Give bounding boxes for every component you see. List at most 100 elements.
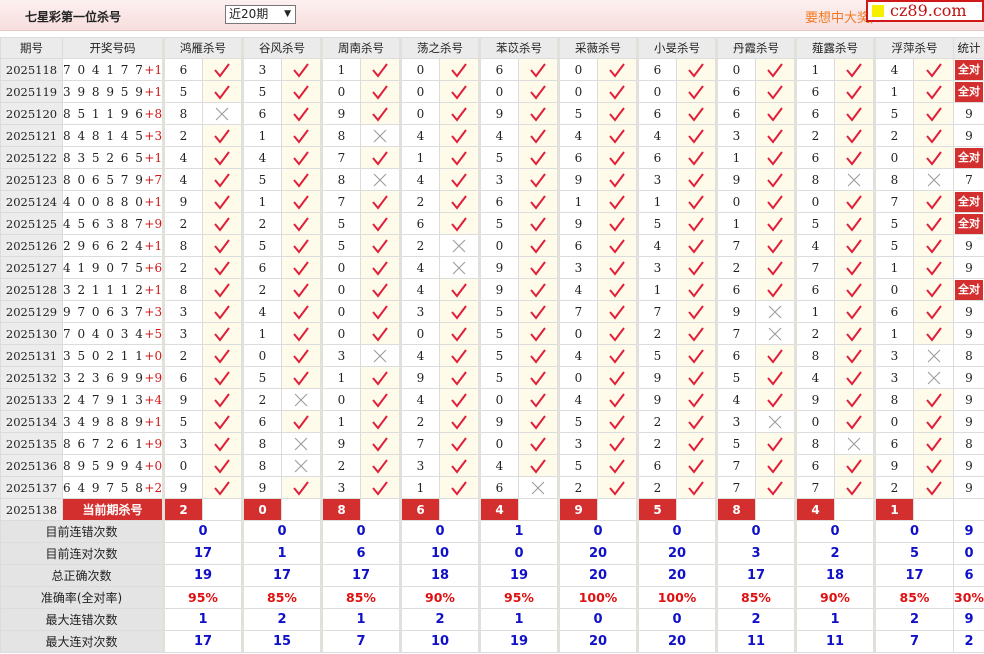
column-header[interactable]: 谷风杀号 — [241, 37, 322, 59]
check-icon — [609, 238, 625, 254]
kill-number-cell: 7 — [794, 476, 835, 499]
cross-icon — [768, 415, 782, 428]
kill-number-cell: 1 — [320, 366, 361, 389]
hit-mark — [202, 168, 243, 191]
kill-number-cell: 3 — [162, 300, 203, 323]
kill-number-cell: 6 — [715, 80, 756, 103]
stats-value: 2 — [873, 608, 954, 631]
table-row: 2025133 2 4 7 9 1 3+4 9 2 0 4 0 4 9 4 9 8 9 — [0, 388, 984, 411]
check-icon — [767, 62, 783, 78]
bonus-number: +6 — [144, 260, 163, 275]
table-header: 期号 开奖号码 鸿雁杀号 谷风杀号 周南杀号 荡之杀号 苯苡杀号 采薇杀号 小旻杀号 丹霞杀号 薤露… — [0, 37, 984, 59]
column-header[interactable]: 苯苡杀号 — [478, 37, 559, 59]
kill-number-cell: 8 — [162, 102, 203, 125]
draw-numbers: 3 4 9 8 8 9 — [63, 414, 145, 429]
miss-mark — [202, 102, 243, 125]
check-icon — [609, 436, 625, 452]
hit-mark — [913, 322, 954, 345]
check-icon — [925, 480, 942, 496]
check-icon — [214, 326, 230, 342]
bonus-number: +12 — [144, 238, 163, 253]
check-icon — [846, 106, 862, 122]
check-icon — [530, 106, 546, 122]
stats-value: 0 — [873, 520, 954, 543]
check-icon — [846, 216, 862, 232]
cross-icon — [215, 107, 229, 120]
column-header[interactable]: 小旻杀号 — [636, 37, 717, 59]
cross-icon — [452, 261, 466, 274]
check-icon — [609, 128, 625, 144]
hit-mark — [755, 102, 796, 125]
column-header[interactable]: 荡之杀号 — [399, 37, 480, 59]
hit-mark — [202, 322, 243, 345]
column-header[interactable]: 周南杀号 — [320, 37, 401, 59]
column-header[interactable]: 薤露杀号 — [794, 37, 875, 59]
draw-numbers-cell: 8 3 5 2 6 5+10 — [62, 146, 164, 169]
kill-number-cell: 1 — [241, 322, 282, 345]
hit-mark — [202, 58, 243, 81]
column-header[interactable]: 浮萍杀号 — [873, 37, 954, 59]
stats-value: 7 — [873, 630, 954, 653]
check-icon — [767, 84, 783, 100]
check-icon — [530, 172, 546, 188]
hit-mark — [834, 476, 875, 499]
check-icon — [688, 304, 704, 320]
site-logo[interactable]: cz89.com — [866, 0, 984, 22]
cross-icon — [847, 173, 861, 186]
row-stat-cell: 8 — [953, 344, 984, 367]
kill-number-cell: 0 — [320, 80, 361, 103]
stats-label: 最大连错次数 — [0, 608, 164, 631]
stats-total: 0 — [953, 542, 984, 565]
period-range-select[interactable]: 近20期 ▼ — [225, 5, 296, 24]
kill-number-cell: 1 — [873, 256, 914, 279]
hit-mark — [518, 410, 559, 433]
check-icon — [925, 326, 942, 342]
hit-mark — [281, 58, 322, 81]
check-icon — [609, 392, 625, 408]
check-icon — [609, 106, 625, 122]
column-header[interactable]: 鸿雁杀号 — [162, 37, 243, 59]
hit-mark — [676, 80, 717, 103]
hit-mark — [913, 58, 954, 81]
hit-mark — [439, 146, 480, 169]
kill-number-cell: 2 — [873, 124, 914, 147]
hit-mark — [676, 476, 717, 499]
check-icon — [688, 480, 704, 496]
promo-text[interactable]: 要想中大奖, — [805, 11, 875, 26]
column-header[interactable]: 采薇杀号 — [557, 37, 638, 59]
column-header[interactable]: 开奖号码 — [62, 37, 164, 59]
hit-mark — [676, 212, 717, 235]
kill-number-cell: 2 — [320, 454, 361, 477]
column-header[interactable]: 统计 — [953, 37, 984, 59]
hit-mark — [834, 190, 875, 213]
kill-number-cell: 1 — [320, 58, 361, 81]
check-icon — [846, 62, 862, 78]
kill-number-cell: 5 — [478, 212, 519, 235]
check-icon — [609, 216, 625, 232]
row-stat-cell: 9 — [953, 102, 984, 125]
check-icon — [767, 106, 783, 122]
hit-mark — [597, 146, 638, 169]
hit-mark — [755, 256, 796, 279]
kill-number-cell: 3 — [636, 168, 677, 191]
kill-number-cell: 0 — [478, 80, 519, 103]
hit-mark — [360, 102, 401, 125]
column-header[interactable]: 期号 — [0, 37, 63, 59]
kill-number-cell: 4 — [399, 124, 440, 147]
hit-mark — [755, 476, 796, 499]
kill-number-cell: 0 — [715, 190, 756, 213]
hit-mark — [755, 344, 796, 367]
kill-number-cell: 2 — [162, 344, 203, 367]
hit-mark — [676, 256, 717, 279]
row-stat-cell: 全对 — [953, 80, 984, 103]
column-header[interactable]: 丹霞杀号 — [715, 37, 796, 59]
hit-mark — [676, 344, 717, 367]
check-icon — [530, 260, 546, 276]
kill-number-cell: 6 — [794, 278, 835, 301]
draw-numbers-cell: 7 0 4 1 7 7+11 — [62, 58, 164, 81]
kill-number-cell: 4 — [557, 344, 598, 367]
hit-mark — [676, 454, 717, 477]
kill-number-cell: 4 — [478, 124, 519, 147]
hit-mark — [676, 410, 717, 433]
check-icon — [767, 458, 783, 474]
